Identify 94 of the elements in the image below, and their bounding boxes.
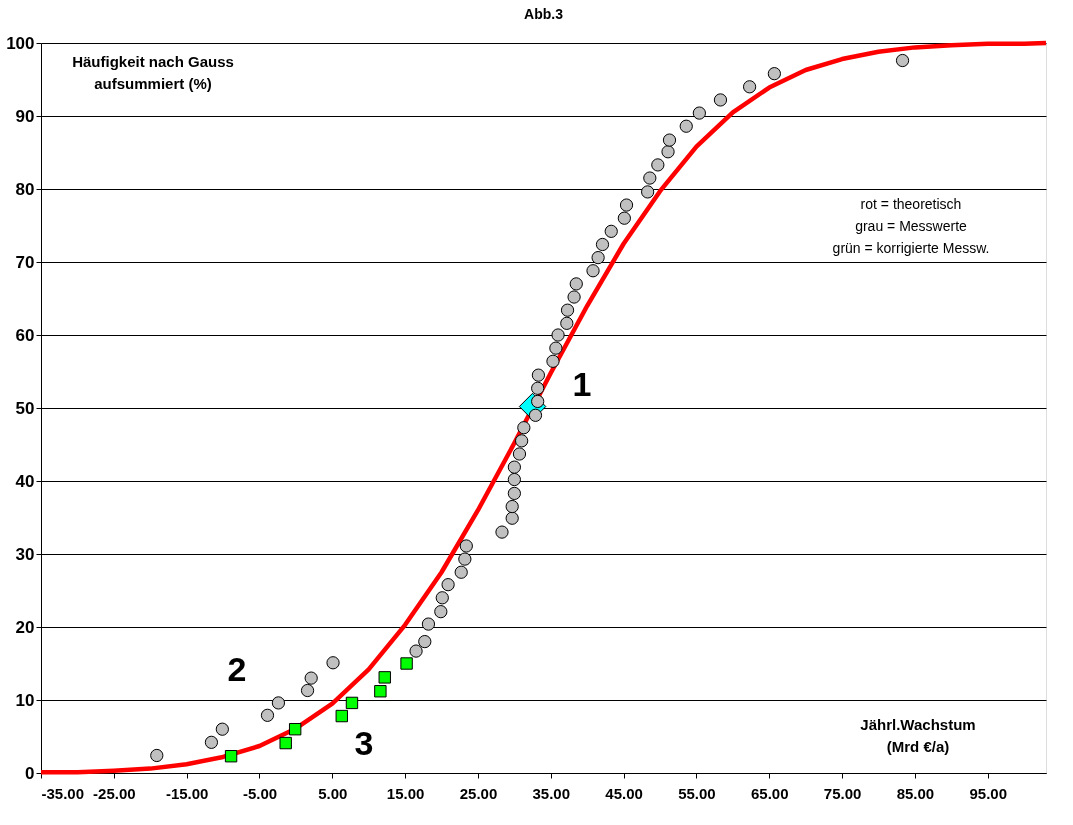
point [435,591,449,605]
point [409,644,423,658]
point [531,368,546,382]
x-tick-label: 75.00 [823,784,862,802]
y-tick-label: 10 [15,690,35,710]
point [767,67,781,81]
x-tick-label: 25.00 [459,784,498,802]
point [326,656,340,670]
x-tick-label: -15.00 [165,784,209,802]
point [549,341,563,355]
point [713,93,728,107]
point [619,198,634,212]
x-tick-label: -35.00 [41,784,85,802]
point [604,224,618,238]
point [591,251,605,265]
point [560,303,575,317]
annotation: rot = theoretisch grau = Messwerte grün = korrigierte Messw. [832,196,990,256]
point [335,709,348,723]
point [459,539,473,553]
point [528,408,543,422]
point [586,264,600,278]
point [505,499,519,514]
point [454,565,468,579]
annotation: 2 [227,650,247,688]
chart-title: Abb.3 [524,6,564,22]
point [441,578,455,592]
point [421,617,436,631]
point [304,671,318,685]
point [215,722,229,736]
point [551,328,565,342]
point [617,211,631,225]
point [279,736,292,750]
x-tick-label: 35.00 [532,784,571,802]
point [418,634,432,649]
point [569,277,583,291]
y-tick-label: 30 [15,544,35,564]
y-tick-label: 20 [15,617,35,637]
point [662,133,677,147]
y-tick-label: 100 [6,33,35,53]
point [374,685,387,698]
point [517,421,531,435]
point [595,237,610,252]
point [505,511,519,525]
point [512,447,527,461]
x-tick-label: -25.00 [93,784,136,802]
point [300,683,315,698]
point [271,696,286,710]
point [224,750,238,763]
point [643,171,657,185]
point [546,354,560,368]
point [661,145,675,159]
point [692,106,706,120]
point [567,290,581,304]
point [204,735,219,749]
x-axis-title: Jährl.Wachstum (Mrd €/a) [860,716,976,755]
point [742,80,757,94]
y-tick-label: 70 [15,252,35,272]
point [458,552,472,566]
line-series [38,40,1049,775]
point [507,460,521,474]
annotation: 3 [354,724,374,762]
x-tick-label: 85.00 [896,784,935,802]
x-tick-label: 15.00 [386,784,425,802]
point [434,605,448,619]
point [400,657,413,670]
point [641,185,655,199]
point [260,708,275,722]
point [345,696,359,710]
x-tick-label: 5.00 [318,784,348,802]
point [531,381,545,395]
point [515,434,529,448]
x-tick-label: -5.00 [242,784,278,802]
y-tick-label: 50 [15,398,35,418]
y-tick-label: 40 [15,471,35,491]
point [378,671,391,684]
point [150,748,164,763]
y-tick-label: 90 [15,106,35,126]
point [895,53,910,68]
x-tick-label: 45.00 [605,784,643,802]
x-tick-label: 95.00 [969,784,1008,802]
point [679,119,693,133]
x-tick-label: 65.00 [750,784,789,802]
y-tick-label: 60 [15,325,35,345]
point [560,316,574,330]
point [507,486,521,501]
point [651,158,665,172]
point [288,723,302,736]
point [495,525,509,539]
x-tick-label: 55.00 [678,784,716,802]
y-tick-label: 0 [25,763,35,783]
annotation: 1 [572,365,592,403]
y-axis-title: Häufigkeit nach Gauss aufsummiert (%) [72,53,234,92]
y-tick-label: 80 [15,179,35,199]
point [507,472,521,487]
